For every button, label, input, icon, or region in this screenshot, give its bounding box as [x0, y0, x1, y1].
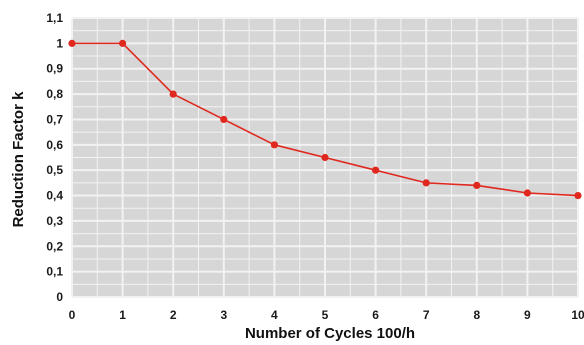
data-point: [321, 153, 329, 162]
x-axis-ticks: 0 1 2 3 4 5 6 7 8 9 10: [69, 308, 584, 322]
x-tick-label: 7: [423, 308, 430, 322]
y-tick-label: 0,7: [46, 112, 63, 126]
x-tick-label: 3: [220, 308, 227, 322]
data-point: [574, 191, 582, 200]
data-point: [523, 189, 532, 197]
x-tick-label: 9: [524, 308, 531, 322]
y-tick-label: 1,1: [46, 11, 63, 25]
x-tick-label: 8: [473, 308, 480, 322]
data-point: [169, 90, 177, 98]
data-point: [119, 39, 127, 47]
x-tick-label: 4: [271, 308, 278, 322]
x-tick-label: 6: [372, 308, 379, 322]
y-tick-label: 0,5: [46, 163, 63, 177]
y-axis-title: Reduction Factor k: [10, 91, 27, 228]
x-tick-label: 5: [322, 308, 329, 322]
data-point: [473, 181, 481, 189]
y-tick-label: 0,1: [46, 265, 63, 279]
y-tick-label: 0,9: [46, 62, 63, 76]
x-axis-title: Number of Cycles 100/h: [245, 325, 415, 342]
x-tick-label: 2: [170, 308, 177, 322]
y-tick-label: 1: [56, 36, 63, 50]
x-tick-label: 1: [119, 308, 126, 322]
x-tick-label: 10: [571, 308, 584, 322]
x-tick-label: 0: [69, 308, 76, 322]
y-tick-label: 0,4: [46, 189, 63, 203]
grid: [71, 17, 579, 298]
y-tick-label: 0,8: [46, 87, 63, 101]
data-point: [422, 179, 430, 187]
data-point: [372, 166, 380, 174]
y-axis-ticks: 0 0,1 0,2 0,3 0,4 0,5 0,6 0,7 0,8 0,9 1 1,1: [46, 11, 63, 304]
data-point: [220, 115, 228, 124]
y-tick-label: 0: [56, 290, 63, 304]
series-layer: [68, 39, 582, 200]
y-tick-label: 0,2: [46, 239, 63, 253]
data-point: [68, 39, 76, 47]
y-tick-label: 0,3: [46, 214, 63, 228]
y-tick-label: 0,6: [46, 138, 63, 152]
data-point: [270, 141, 278, 149]
